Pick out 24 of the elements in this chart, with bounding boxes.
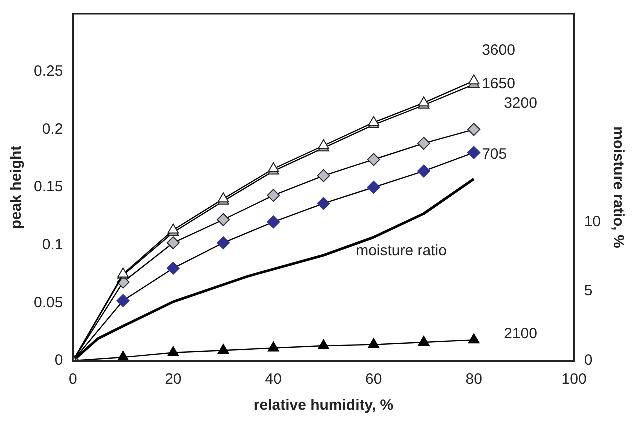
y-tick-label: 0.05 bbox=[34, 294, 64, 312]
x-tick-label: 60 bbox=[366, 371, 382, 388]
y2-tick-label: 10 bbox=[584, 213, 602, 230]
series-label: 705 bbox=[482, 146, 508, 163]
y2-tick-label: 0 bbox=[584, 352, 593, 370]
x-tick-label: 20 bbox=[165, 371, 182, 388]
x-axis-title: relative humidity, % bbox=[254, 397, 394, 414]
series-label: 3200 bbox=[504, 94, 538, 112]
x-tick-label: 80 bbox=[466, 371, 482, 388]
y-tick-label: 0.2 bbox=[42, 120, 64, 138]
series-label: 1650 bbox=[482, 76, 516, 93]
x-tick-label: 40 bbox=[265, 371, 282, 388]
series-label: moisture ratio bbox=[356, 242, 447, 260]
series-label: 2100 bbox=[504, 325, 538, 342]
x-tick-label: 0 bbox=[69, 371, 78, 388]
y-tick-label: 0.1 bbox=[42, 236, 64, 254]
y-axis-title: peak height bbox=[8, 146, 26, 230]
series-label: 3600 bbox=[482, 42, 516, 60]
y-tick-label: 0.25 bbox=[34, 62, 64, 80]
y-tick-label: 0 bbox=[54, 352, 64, 370]
y-tick-label: 0.15 bbox=[34, 178, 64, 196]
y2-axis-title: moisture ratio, % bbox=[610, 126, 627, 248]
y2-tick-label: 5 bbox=[584, 282, 593, 300]
x-tick-label: 100 bbox=[562, 371, 587, 388]
